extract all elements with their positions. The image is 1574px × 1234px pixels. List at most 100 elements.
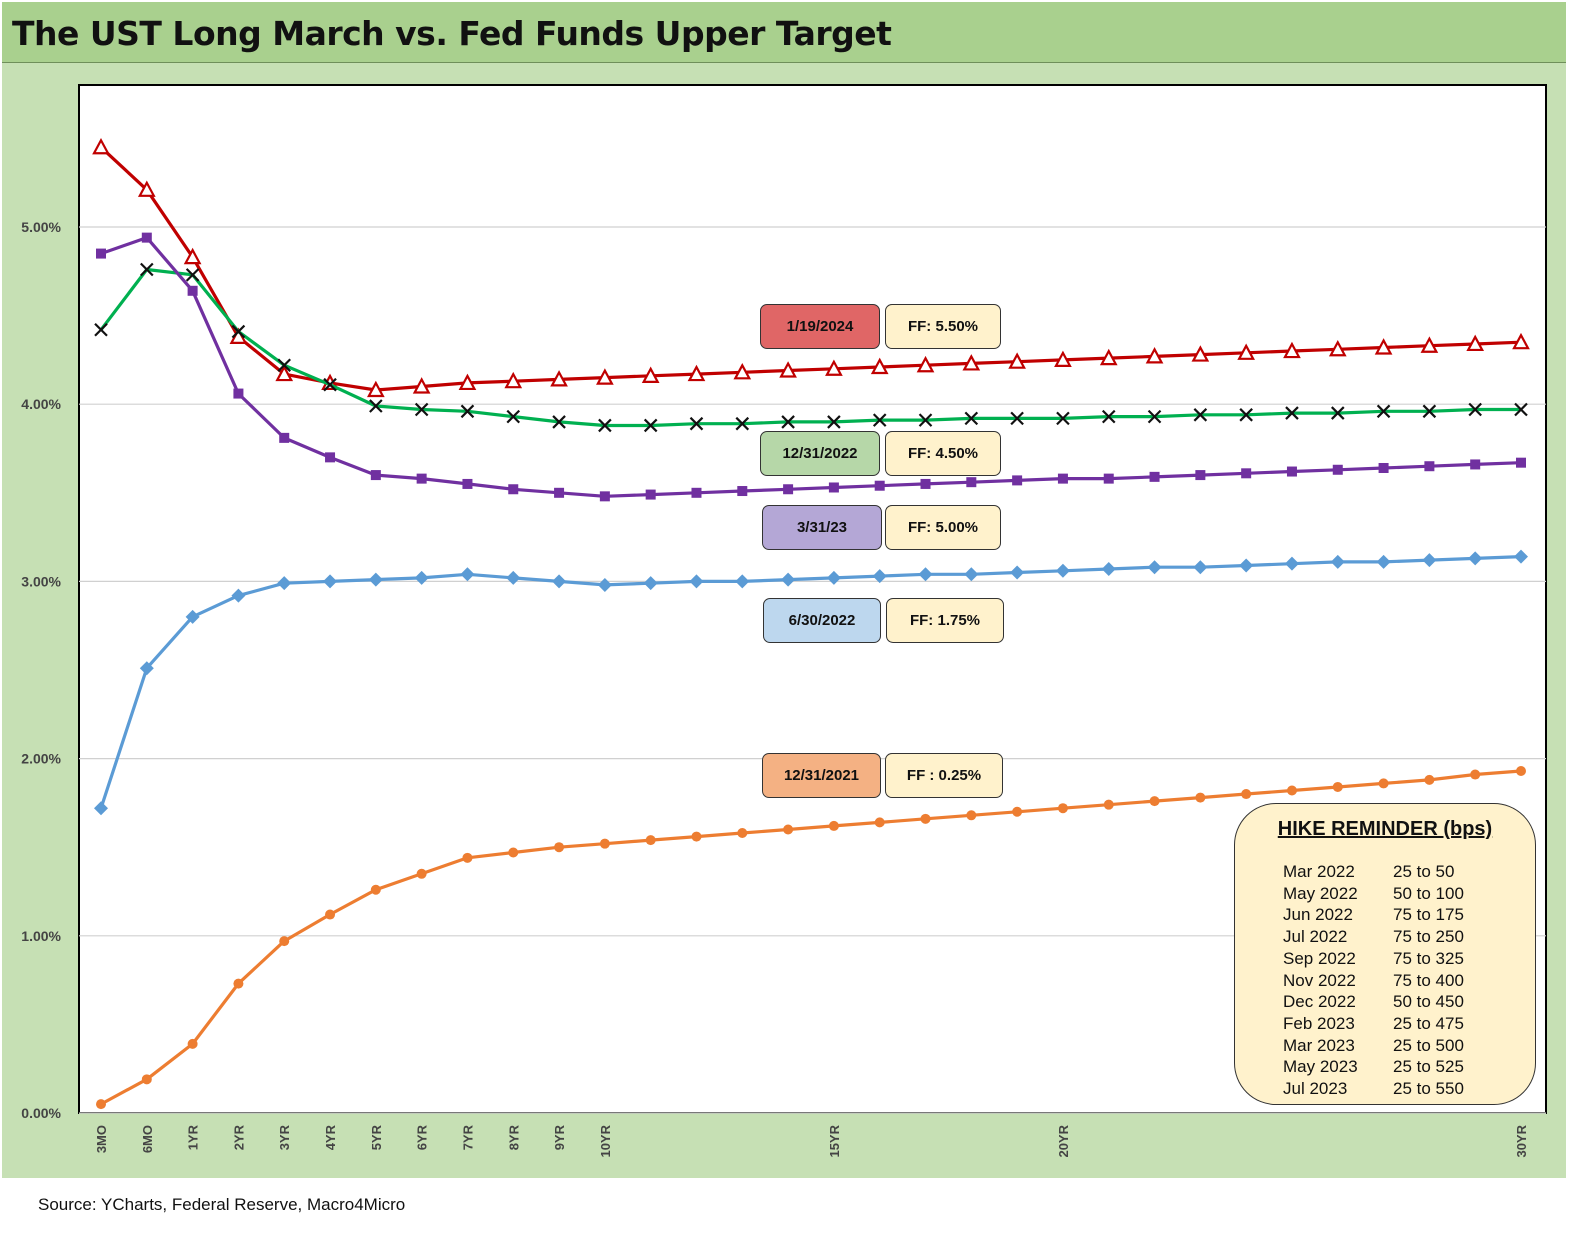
data-point	[1516, 457, 1526, 468]
x-tick-label: 6YR	[415, 1124, 430, 1150]
data-point	[141, 1074, 152, 1085]
data-point	[1378, 462, 1389, 473]
data-point	[414, 402, 429, 417]
data-point	[1193, 560, 1208, 575]
data-point	[279, 432, 290, 443]
x-tick-label: 15YR	[827, 1124, 842, 1157]
data-point	[599, 491, 610, 502]
series-line	[99, 146, 1522, 392]
data-point	[1145, 347, 1164, 364]
data-point	[1195, 470, 1206, 481]
data-point	[1008, 352, 1026, 369]
data-point	[779, 361, 797, 378]
data-point	[183, 247, 202, 265]
data-point	[735, 574, 750, 589]
data-point	[916, 355, 935, 373]
data-point	[964, 411, 979, 426]
data-point	[231, 588, 246, 603]
hike-value: 25 to 550	[1393, 1079, 1464, 1098]
data-point	[462, 478, 473, 489]
data-point	[554, 487, 565, 498]
data-point	[598, 418, 612, 433]
hike-value: 75 to 325	[1393, 948, 1464, 968]
y-tick-label: 4.00%	[21, 396, 61, 412]
data-point	[920, 813, 931, 824]
data-point	[1285, 406, 1299, 420]
data-point	[94, 322, 108, 337]
data-point	[966, 810, 977, 821]
data-point	[460, 404, 475, 419]
data-point	[1286, 785, 1297, 796]
data-point	[369, 399, 383, 413]
data-point	[1193, 408, 1208, 422]
data-point	[277, 576, 292, 591]
data-point	[1470, 459, 1481, 470]
data-point	[1332, 781, 1343, 792]
data-point	[416, 868, 427, 879]
hike-month: Mar 2023	[1283, 1035, 1355, 1055]
data-point	[828, 820, 839, 831]
hike-reminder-box: HIKE REMINDER (bps) Mar 2022 25 to 50 May …	[1234, 803, 1536, 1105]
x-tick-label: 20YR	[1056, 1124, 1071, 1157]
data-point	[1424, 461, 1435, 472]
data-point	[1195, 792, 1206, 803]
x-tick-label: 4YR	[323, 1124, 338, 1150]
data-point	[643, 576, 658, 591]
data-point	[826, 570, 841, 585]
data-point	[689, 574, 704, 589]
data-point	[1147, 560, 1162, 575]
data-point	[187, 285, 198, 296]
data-point	[872, 569, 887, 584]
data-point	[187, 1038, 198, 1049]
x-tick-label: 8YR	[506, 1124, 521, 1150]
series-line	[100, 236, 1522, 498]
annotation-date-box: 1/19/2024	[760, 304, 880, 349]
data-point	[1514, 402, 1528, 417]
x-axis-band	[79, 1113, 1546, 1176]
data-point	[1468, 551, 1483, 566]
hike-month: Mar 2022	[1283, 862, 1355, 881]
hike-month: Dec 2022	[1283, 992, 1356, 1012]
data-point	[1516, 766, 1526, 777]
data-point	[1422, 404, 1437, 419]
data-point	[783, 484, 794, 495]
data-point	[139, 661, 154, 676]
x-tick-label: 9YR	[552, 1124, 567, 1150]
hike-value: 50 to 450	[1393, 992, 1464, 1012]
annotation-date-box: 3/31/23	[762, 505, 882, 550]
data-point	[1241, 468, 1252, 479]
data-point	[645, 489, 656, 500]
data-point	[737, 828, 748, 839]
data-point	[275, 364, 294, 382]
series-line	[99, 555, 1522, 809]
data-point	[1012, 475, 1023, 486]
data-point	[504, 371, 523, 389]
annotation-ff-box: FF: 5.00%	[885, 505, 1001, 550]
data-point	[737, 486, 748, 497]
data-point	[140, 262, 154, 277]
data-point	[1422, 553, 1437, 568]
data-point	[1376, 554, 1391, 569]
data-point	[1057, 803, 1068, 814]
page-title: The UST Long March vs. Fed Funds Upper T…	[12, 14, 892, 53]
data-point	[1056, 411, 1070, 426]
source-note: Source: YCharts, Federal Reserve, Macro4…	[38, 1195, 406, 1214]
data-point	[781, 415, 795, 429]
data-point	[1101, 561, 1116, 576]
hike-value: 25 to 50	[1393, 862, 1455, 881]
data-point	[1470, 769, 1481, 780]
data-point	[323, 377, 337, 392]
data-point	[691, 487, 702, 498]
data-point	[231, 324, 246, 339]
x-tick-label: 1YR	[186, 1124, 201, 1150]
data-point	[872, 413, 887, 427]
data-point	[1012, 806, 1023, 817]
data-point	[325, 452, 336, 463]
data-point	[1374, 338, 1393, 355]
data-point	[687, 364, 706, 382]
x-tick-label: 2YR	[231, 1124, 246, 1150]
data-point	[1512, 332, 1530, 350]
data-point	[137, 180, 156, 197]
data-point	[412, 377, 431, 394]
